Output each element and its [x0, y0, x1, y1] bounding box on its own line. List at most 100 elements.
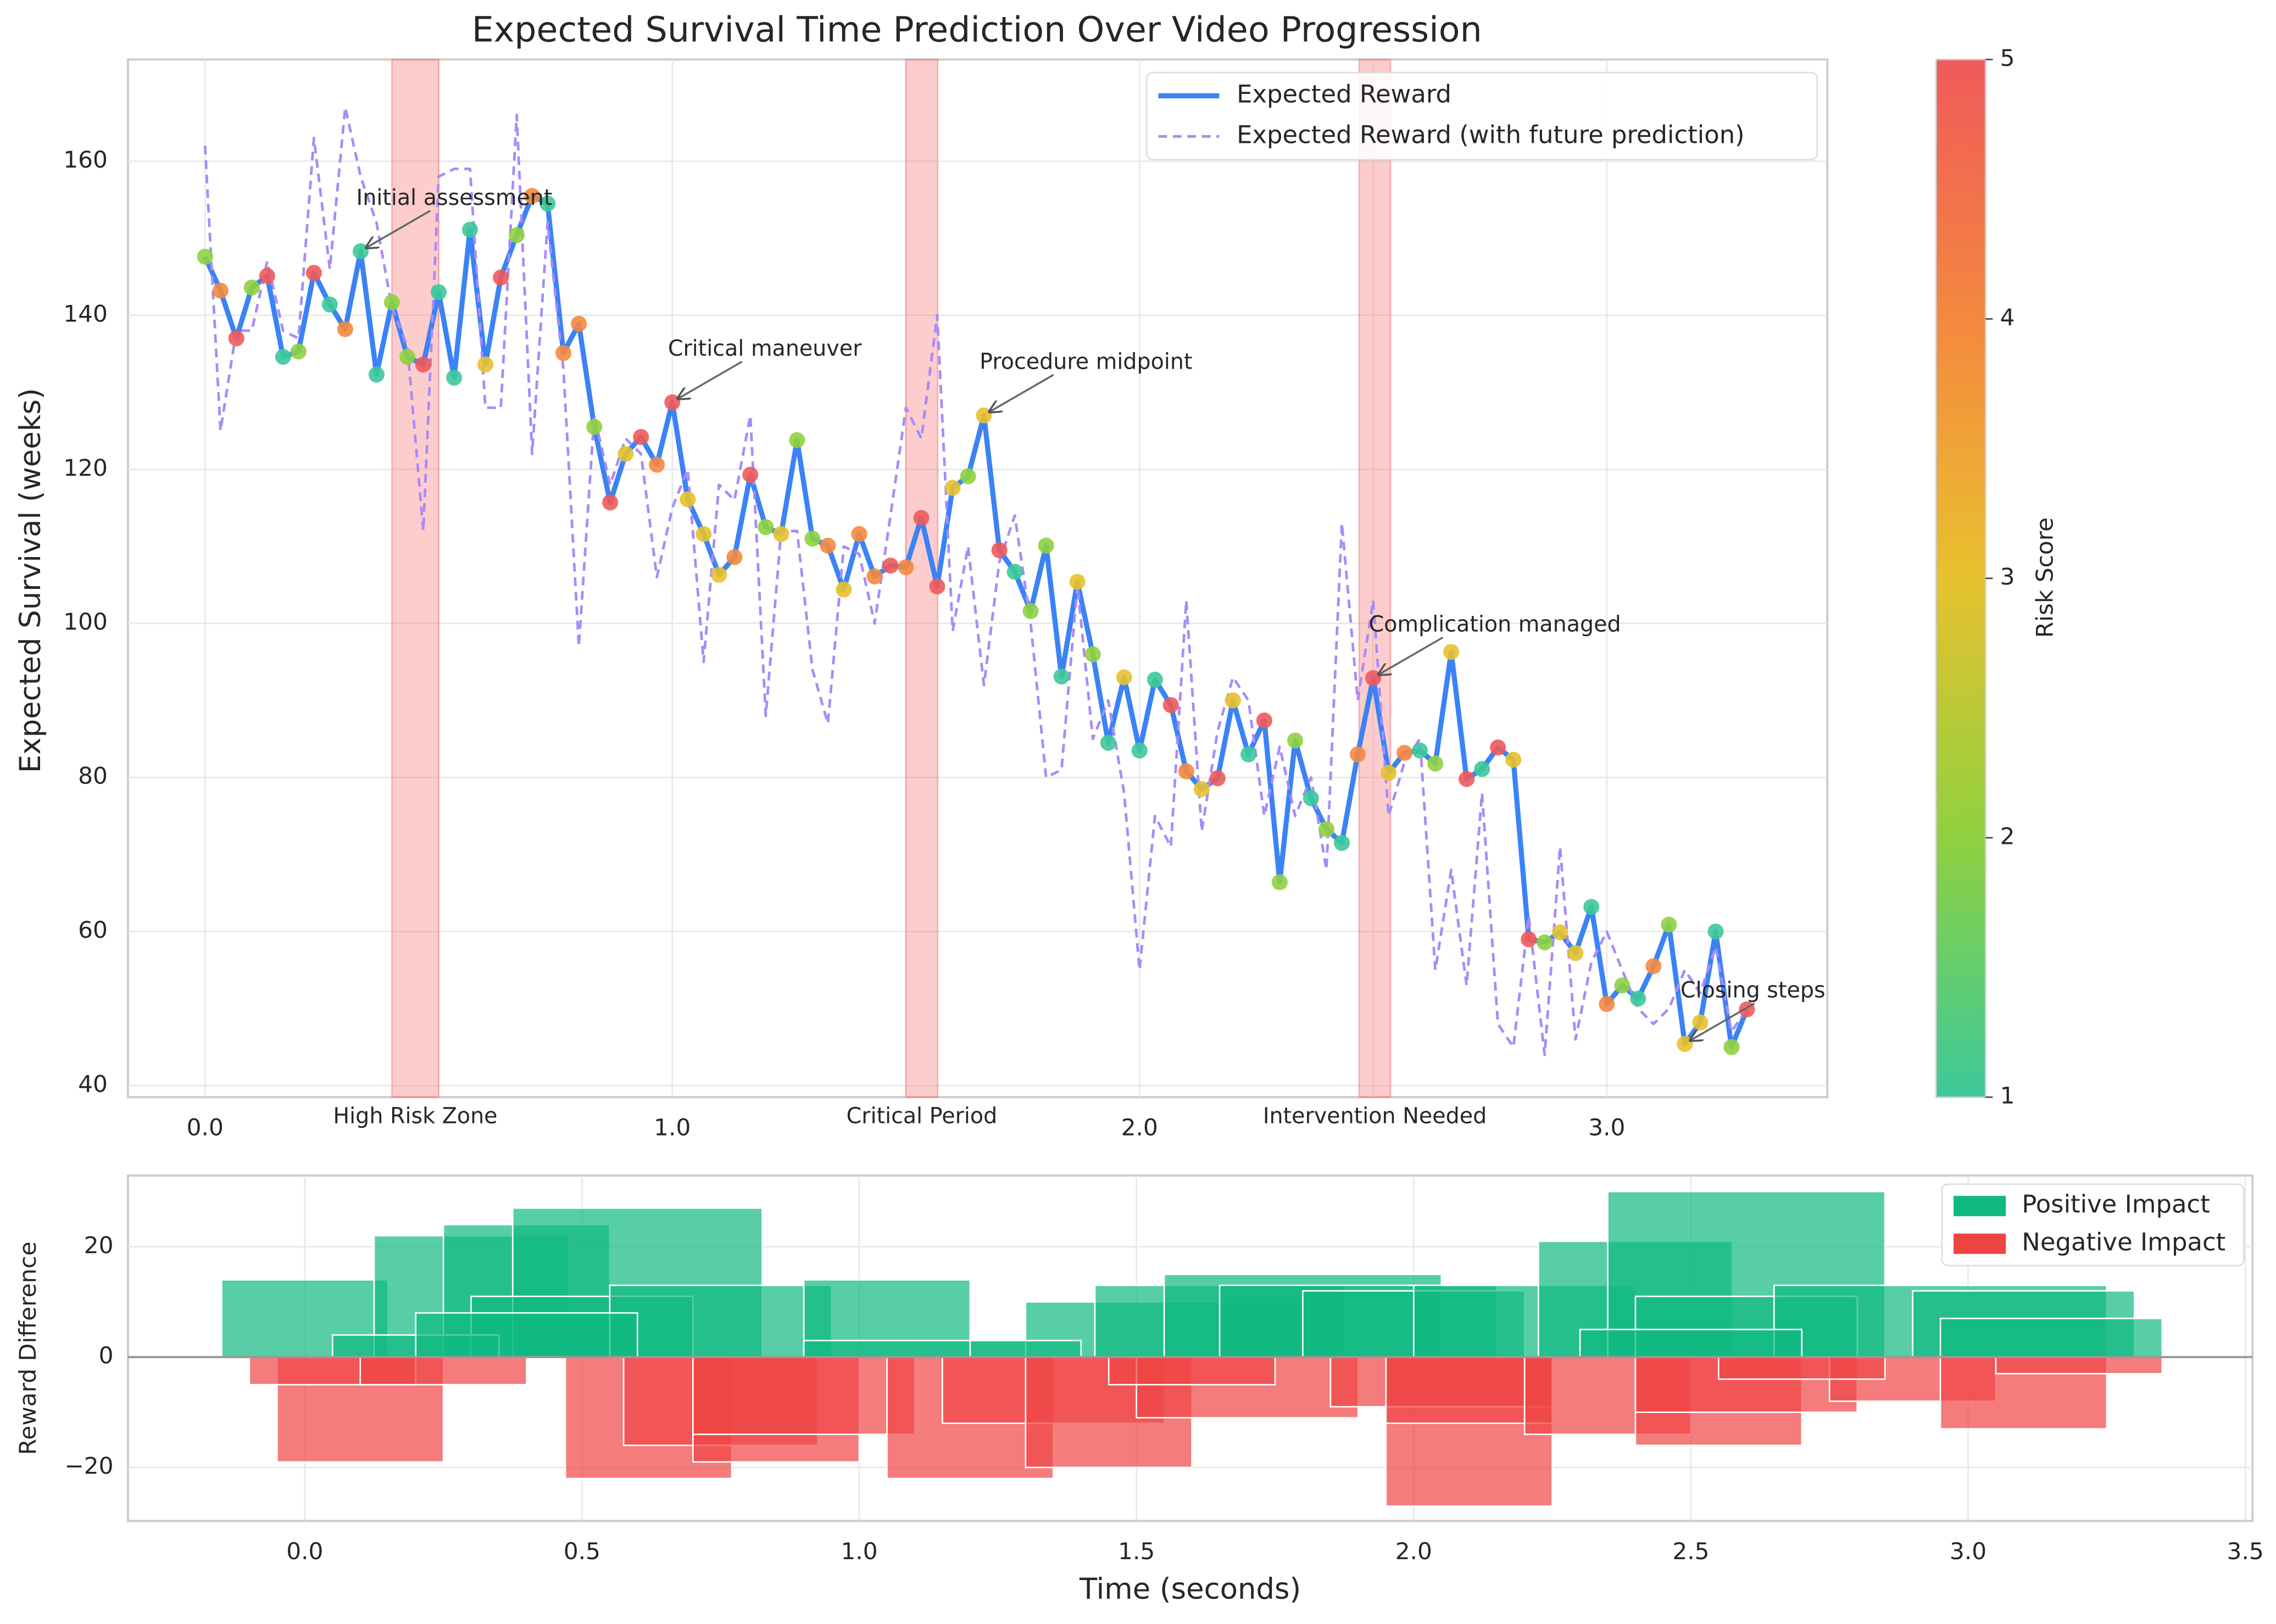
- y-tick-label: 0: [99, 1342, 114, 1369]
- data-point: [1084, 646, 1101, 663]
- data-point: [602, 494, 619, 511]
- x-tick-label: 1.0: [654, 1114, 691, 1141]
- data-point: [960, 468, 976, 485]
- bar: [609, 1284, 832, 1358]
- data-point: [695, 526, 712, 542]
- data-point: [758, 519, 774, 535]
- data-point: [1131, 742, 1148, 759]
- data-point: [1365, 670, 1382, 686]
- data-point: [1692, 1014, 1709, 1031]
- legend-box: [1146, 71, 1818, 160]
- annotation-arrow: [988, 374, 1054, 413]
- data-point: [1599, 995, 1615, 1012]
- data-point: [493, 269, 509, 286]
- data-point: [1193, 781, 1210, 797]
- data-point: [1147, 671, 1163, 688]
- data-point: [836, 581, 852, 598]
- data-point: [773, 526, 789, 542]
- x-tick-label: 3.0: [1950, 1538, 1986, 1565]
- x-tick-label: 2.0: [1121, 1114, 1158, 1141]
- plot-area: [126, 58, 1829, 1099]
- colorbar-label: Risk Score: [2032, 518, 2058, 638]
- highlight-region: [391, 58, 439, 1098]
- y-tick-label: 100: [63, 608, 108, 635]
- data-point: [509, 227, 525, 243]
- data-point: [1474, 761, 1490, 777]
- data-point: [1614, 977, 1631, 994]
- annotation-arrow: [1377, 636, 1444, 675]
- data-point: [1022, 603, 1039, 619]
- x-tick-label: 3.5: [2227, 1538, 2264, 1565]
- x-tick-label: 2.0: [1395, 1538, 1432, 1565]
- annotation: Procedure midpoint: [980, 349, 1192, 375]
- data-point: [352, 243, 369, 259]
- legend-box: [1941, 1183, 2245, 1266]
- data-point: [1069, 574, 1086, 590]
- data-point: [275, 349, 291, 365]
- data-point: [212, 282, 229, 299]
- data-point: [991, 542, 1008, 559]
- legend-swatch: [1954, 1233, 2006, 1254]
- annotation-arrow: [365, 210, 431, 248]
- data-point: [1162, 697, 1179, 713]
- data-point: [664, 394, 681, 410]
- data-point: [789, 432, 805, 448]
- data-point: [1006, 564, 1023, 580]
- data-point: [898, 559, 914, 575]
- data-point: [820, 537, 836, 554]
- data-point: [1443, 644, 1460, 660]
- data-point: [555, 345, 572, 361]
- data-point: [1552, 924, 1568, 941]
- data-point: [1053, 668, 1070, 685]
- data-point: [851, 526, 867, 542]
- data-point: [1583, 899, 1600, 915]
- y-tick-label: 20: [84, 1232, 114, 1259]
- y-tick-label: −20: [64, 1453, 113, 1480]
- data-point: [633, 429, 649, 445]
- annotation: Closing steps: [1680, 978, 1826, 1003]
- data-point: [337, 321, 353, 337]
- highlight-region: [1358, 58, 1392, 1098]
- data-point: [1303, 790, 1319, 807]
- data-point: [1100, 735, 1116, 751]
- bar: [1718, 1356, 1886, 1380]
- data-point: [726, 549, 743, 565]
- data-point: [524, 187, 541, 204]
- data-point: [368, 366, 385, 383]
- data-point: [1521, 931, 1537, 948]
- data-point: [461, 221, 478, 238]
- legend-label: Expected Reward: [1237, 79, 1451, 108]
- data-point: [1240, 746, 1257, 763]
- x-tick-label: 3.0: [1588, 1114, 1625, 1141]
- y-axis-label: Reward Difference: [14, 1242, 41, 1455]
- bar: [1579, 1328, 1803, 1358]
- data-point: [305, 265, 322, 281]
- bar: [969, 1339, 1082, 1358]
- data-point: [1349, 746, 1366, 763]
- bar: [1939, 1317, 2163, 1358]
- data-point: [1645, 958, 1662, 975]
- data-point: [1396, 744, 1413, 761]
- data-point: [1256, 712, 1272, 728]
- data-point: [866, 568, 883, 585]
- annotation-arrow: [677, 360, 743, 399]
- x-axis-label: Time (seconds): [1079, 1572, 1301, 1606]
- data-point: [1677, 1036, 1693, 1052]
- x-tick-label: 1.0: [841, 1538, 877, 1565]
- data-point: [430, 284, 447, 301]
- data-point: [1116, 669, 1132, 686]
- data-point: [913, 510, 930, 526]
- data-point: [228, 330, 244, 347]
- x-tick-label: 0.0: [286, 1538, 323, 1565]
- bar: [1995, 1356, 2163, 1375]
- y-tick-label: 160: [63, 146, 108, 173]
- colorbar-tick-label: 3: [2000, 563, 2015, 590]
- data-point: [1271, 874, 1288, 891]
- legend-label: Positive Impact: [2022, 1189, 2210, 1219]
- data-point: [477, 357, 494, 373]
- data-point: [259, 268, 275, 284]
- data-point: [1287, 732, 1304, 749]
- data-point: [243, 279, 260, 296]
- y-tick-label: 120: [63, 454, 108, 481]
